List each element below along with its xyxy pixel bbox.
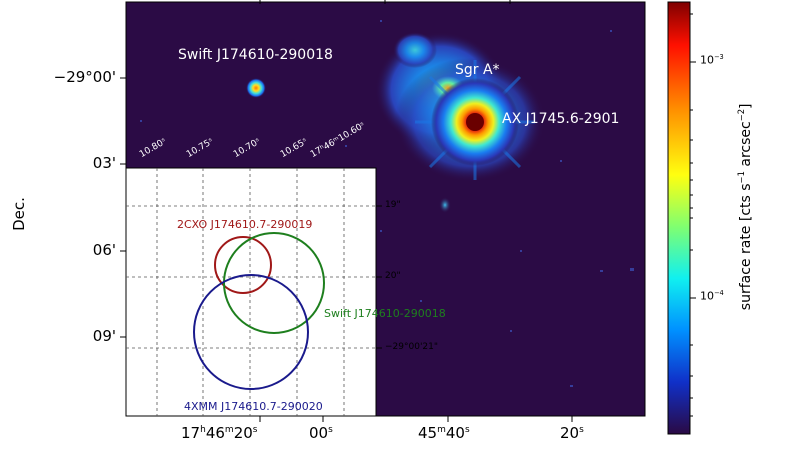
- inset-grid: [126, 168, 376, 416]
- xmm-error-circle: [193, 274, 309, 390]
- chandra-error-circle: [214, 236, 272, 294]
- x-tick-label: 17h46m20s: [181, 424, 258, 442]
- colorbar-tick-label: 10−3: [700, 53, 724, 67]
- inset-dec-tick: −29°00'21": [385, 342, 439, 352]
- x-tick-label: 45m40s: [418, 424, 470, 442]
- chandra-circle-label: 2CXO J174610.7-290019: [177, 218, 313, 231]
- colorbar-tick-label: 10−4: [700, 289, 724, 303]
- y-tick-label: 06': [92, 241, 116, 259]
- xmm-circle-label: 4XMM J174610.7-290020: [184, 400, 323, 413]
- inset-panel: [125, 167, 382, 417]
- faint-source: [439, 197, 451, 213]
- x-tick-label: 00s: [309, 424, 333, 442]
- y-tick-label: 09': [92, 327, 116, 345]
- colorbar-label: surface rate [cts s−1 arcsec−2]: [736, 103, 754, 311]
- y-tick-label: 03': [92, 154, 116, 172]
- swift-error-circle: [223, 232, 325, 334]
- noise-specks: [140, 20, 634, 387]
- y-axis-label: Dec.: [9, 197, 28, 231]
- swift-source: [246, 78, 266, 98]
- x-tick-label: 20s: [560, 424, 584, 442]
- colorbar: [667, 1, 696, 435]
- swift-circle-label: Swift J174610-290018: [324, 307, 446, 320]
- ax-source-label: AX J1745.6-2901: [502, 111, 620, 127]
- axis-ticks: [120, 0, 573, 422]
- sgr-a-label: Sgr A*: [455, 62, 500, 78]
- ax-source: [415, 60, 535, 180]
- y-tick-label: −29°00': [53, 68, 116, 86]
- swift-source-label: Swift J174610-290018: [178, 47, 333, 63]
- inset-dec-tick: 20": [385, 271, 401, 281]
- inset-dec-tick: 19": [385, 200, 401, 210]
